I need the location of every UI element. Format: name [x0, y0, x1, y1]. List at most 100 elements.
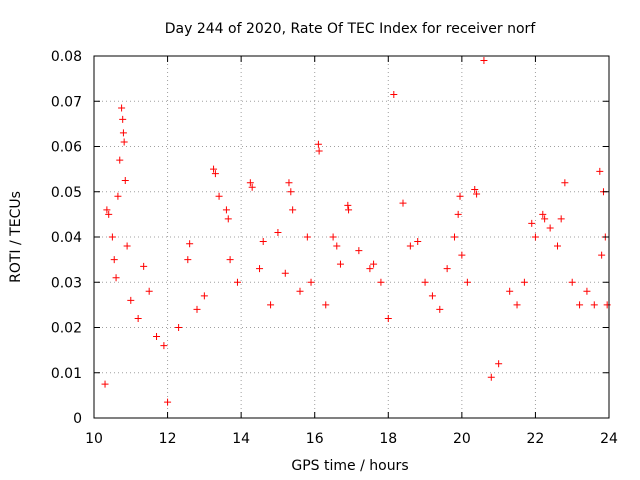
data-point	[546, 224, 554, 232]
data-point	[114, 192, 122, 200]
data-point	[119, 129, 127, 137]
data-point	[215, 192, 223, 200]
data-point	[296, 287, 304, 295]
data-point	[458, 251, 466, 259]
data-point	[160, 342, 168, 350]
data-point	[123, 242, 131, 250]
data-point	[603, 301, 611, 309]
data-point	[487, 373, 495, 381]
data-points	[101, 57, 611, 406]
data-point	[436, 305, 444, 313]
data-point	[336, 260, 344, 268]
data-point	[287, 188, 295, 196]
data-point	[451, 233, 458, 241]
data-point	[576, 301, 584, 309]
data-point	[428, 292, 436, 300]
data-point	[377, 278, 385, 286]
data-point	[406, 242, 414, 250]
data-point	[211, 170, 219, 178]
data-point	[333, 242, 341, 250]
data-point	[118, 104, 126, 112]
data-point	[539, 210, 547, 218]
x-tick-label: 20	[453, 431, 471, 447]
data-point	[345, 206, 353, 214]
x-axis-label: GPS time / hours	[291, 458, 408, 474]
plot-frame	[93, 55, 610, 419]
data-point	[314, 140, 322, 148]
data-point	[164, 398, 172, 406]
y-tick-label: 0.02	[51, 321, 82, 337]
y-axis-label: ROTI / TECUs	[8, 191, 24, 283]
data-point	[246, 179, 254, 187]
data-point	[454, 210, 462, 218]
x-tick-label: 16	[306, 431, 324, 447]
y-tick-label: 0	[73, 411, 82, 427]
data-point	[495, 360, 503, 368]
y-tick-label: 0.06	[51, 140, 82, 156]
data-point	[590, 301, 598, 309]
x-tick-label: 12	[159, 431, 177, 447]
y-tick-labels: 0 0.01 0.02 0.03 0.04 0.05 0.06 0.07 0.08	[51, 49, 82, 427]
x-tick-label: 22	[527, 431, 545, 447]
data-point	[471, 185, 479, 193]
data-point	[105, 210, 113, 218]
data-point	[116, 156, 124, 164]
data-point	[329, 233, 337, 241]
grid-lines	[94, 56, 609, 418]
data-point	[289, 206, 297, 214]
data-point	[443, 265, 451, 273]
data-point	[583, 287, 591, 295]
data-point	[259, 238, 267, 246]
data-point	[561, 179, 569, 187]
data-point	[506, 287, 514, 295]
data-point	[568, 278, 576, 286]
data-point	[366, 265, 374, 273]
data-point	[226, 256, 234, 264]
data-point	[120, 138, 128, 146]
data-point	[528, 219, 536, 227]
data-point	[248, 183, 256, 191]
data-point	[344, 201, 352, 209]
chart-title: Day 244 of 2020, Rate Of TEC Index for r…	[165, 21, 537, 37]
data-point	[153, 333, 161, 341]
axis-ticks	[93, 55, 610, 419]
data-point	[134, 314, 142, 322]
data-point	[541, 215, 549, 223]
data-point	[145, 287, 153, 295]
y-tick-label: 0.04	[51, 230, 82, 246]
data-point	[473, 190, 481, 198]
data-point	[112, 274, 120, 282]
data-point	[456, 192, 464, 200]
data-point	[233, 278, 241, 286]
data-point	[596, 167, 604, 175]
data-point	[370, 260, 378, 268]
data-point	[463, 278, 471, 286]
data-point	[110, 256, 118, 264]
data-point	[193, 305, 201, 313]
data-point	[414, 238, 422, 246]
data-point	[355, 247, 363, 255]
data-point	[520, 278, 528, 286]
data-point	[315, 147, 323, 155]
data-point	[281, 269, 289, 277]
data-point	[531, 233, 539, 241]
data-point	[184, 256, 192, 264]
data-point	[103, 206, 111, 214]
y-tick-label: 0.05	[51, 185, 82, 201]
data-point	[222, 206, 230, 214]
data-point	[121, 176, 129, 184]
data-point	[384, 314, 392, 322]
data-point	[399, 199, 407, 207]
data-point	[224, 215, 232, 223]
data-point	[256, 265, 264, 273]
data-point	[200, 292, 208, 300]
data-point	[554, 242, 561, 250]
data-point	[322, 301, 330, 309]
data-point	[186, 240, 194, 248]
data-point	[101, 380, 109, 388]
data-point	[119, 115, 127, 123]
data-point	[421, 278, 429, 286]
data-point	[175, 324, 183, 331]
data-point	[480, 57, 488, 65]
